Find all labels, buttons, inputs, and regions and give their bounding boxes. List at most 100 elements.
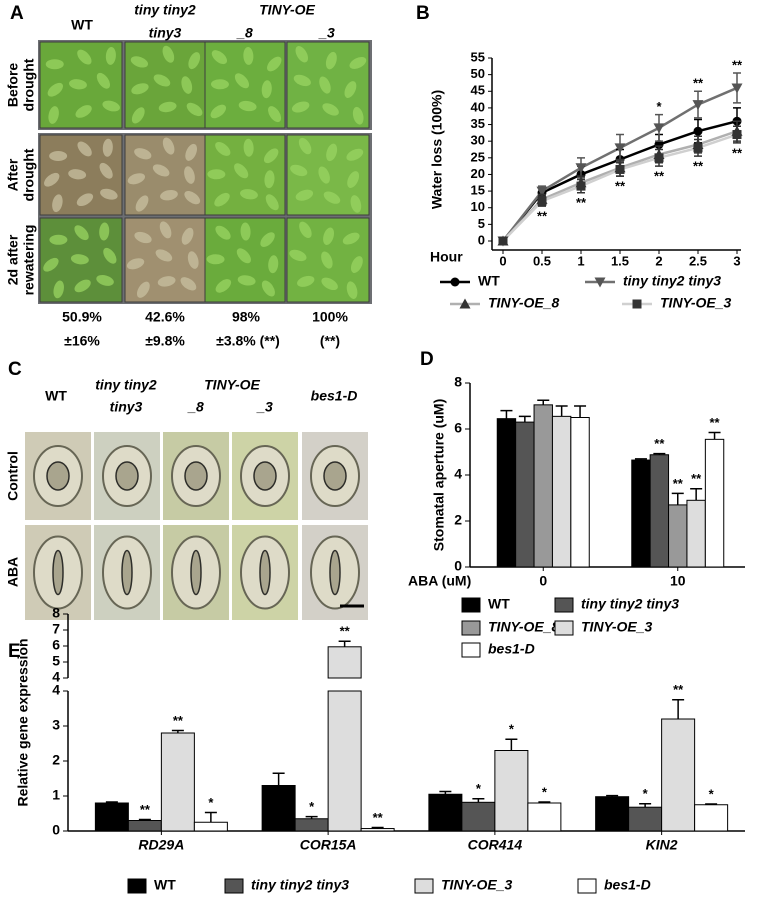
error-bar xyxy=(708,431,721,440)
column-header: bes1-D xyxy=(311,388,358,404)
error-bar xyxy=(204,811,217,823)
leaf xyxy=(325,51,337,70)
y-tick-label: 10 xyxy=(471,199,485,214)
leaf xyxy=(322,103,339,116)
leaf xyxy=(49,234,68,245)
legend-label: tiny tiny2 tiny3 xyxy=(623,273,721,289)
y-tick-label: 0 xyxy=(478,232,485,247)
bar xyxy=(527,802,562,832)
leaf xyxy=(75,105,92,118)
bar xyxy=(595,796,630,832)
legend-label: tiny tiny2 tiny3 xyxy=(581,596,679,612)
bar xyxy=(461,801,496,832)
leaf xyxy=(206,254,225,265)
leaf xyxy=(237,275,256,286)
stoma-pore xyxy=(323,461,347,491)
error-bar xyxy=(705,803,718,805)
leaf xyxy=(264,170,275,189)
bar xyxy=(631,459,651,568)
marker xyxy=(653,123,665,134)
row-label: drought xyxy=(21,148,37,201)
x-tick-label: 2 xyxy=(655,253,662,268)
bar xyxy=(551,415,572,568)
significance: ** xyxy=(673,476,684,491)
leaf xyxy=(210,104,227,119)
leaf xyxy=(299,221,312,239)
stoma-pore xyxy=(329,549,341,596)
y-tick-label: 40 xyxy=(471,99,485,114)
x-tick-label: COR414 xyxy=(468,837,523,853)
leaf xyxy=(157,276,176,287)
leaf xyxy=(350,256,363,273)
leaf xyxy=(321,251,333,269)
significance: * xyxy=(208,795,214,810)
y-tick-label: 8 xyxy=(52,605,60,621)
leaf xyxy=(76,193,94,206)
leaf xyxy=(187,251,199,269)
panel-label: D xyxy=(420,349,434,370)
y-axis-label: Relative gene expression xyxy=(15,638,31,806)
error-bar xyxy=(371,826,384,829)
stoma-pore xyxy=(115,461,139,491)
leaf xyxy=(215,279,232,293)
leaf xyxy=(268,106,282,123)
y-tick-label: 0 xyxy=(52,822,60,838)
row-label: Before xyxy=(5,63,21,108)
x-tick-label: RD29A xyxy=(138,837,184,853)
y-label-group: Stomatal aperture (uM) xyxy=(431,399,447,551)
leaf xyxy=(188,52,201,70)
y-axis-label: Water loss (100%) xyxy=(429,90,445,209)
y-tick-label: 55 xyxy=(471,49,485,64)
leaf xyxy=(350,195,362,213)
y-tick-label: 25 xyxy=(471,149,485,164)
bar xyxy=(628,806,663,832)
x-axis-label: Hour xyxy=(430,249,463,265)
survival-rate: 100% xyxy=(312,309,348,325)
legend-swatch xyxy=(461,597,481,613)
column-header: tiny3 xyxy=(110,399,143,415)
leaf xyxy=(135,195,149,212)
leaf xyxy=(152,164,170,177)
x-tick-label: 3 xyxy=(733,253,740,268)
error-bar xyxy=(606,794,619,797)
bar xyxy=(533,404,553,568)
row-label: After xyxy=(5,158,21,191)
marker xyxy=(692,100,704,111)
survival-error: ±3.8% (**) xyxy=(216,333,280,349)
error-bar xyxy=(171,729,184,733)
error-bar xyxy=(639,802,652,808)
error-bar xyxy=(472,798,485,803)
leaf xyxy=(319,76,331,94)
y-tick-label: 5 xyxy=(478,216,485,231)
leaf xyxy=(293,74,311,87)
leaf xyxy=(126,258,145,270)
error-bar xyxy=(537,399,550,405)
leaf xyxy=(134,148,152,160)
error-bar xyxy=(500,409,513,419)
leaf xyxy=(265,194,279,211)
error-bar xyxy=(653,452,666,455)
leaf xyxy=(215,225,231,240)
column-header: TINY-OE xyxy=(204,377,260,393)
marker xyxy=(537,196,547,206)
stoma-pore xyxy=(121,549,133,596)
bar xyxy=(94,802,129,832)
y-tick-label: 4 xyxy=(52,669,60,685)
bar xyxy=(694,804,729,832)
leaf xyxy=(44,172,60,187)
leaf xyxy=(162,137,175,155)
y-axis-label: Stomatal aperture (uM) xyxy=(431,399,447,551)
leaf xyxy=(155,249,173,262)
leaf xyxy=(162,45,175,63)
leaf xyxy=(131,83,149,95)
bar xyxy=(668,504,688,568)
y-tick-label: 15 xyxy=(471,183,485,198)
leaf xyxy=(210,79,229,90)
leaf xyxy=(234,73,250,89)
leaf xyxy=(158,101,177,113)
leaf xyxy=(184,190,201,205)
legend-label: TINY-OE_3 xyxy=(581,619,653,635)
bar xyxy=(327,646,362,679)
stoma-pore xyxy=(259,549,271,596)
leaf xyxy=(186,102,203,117)
